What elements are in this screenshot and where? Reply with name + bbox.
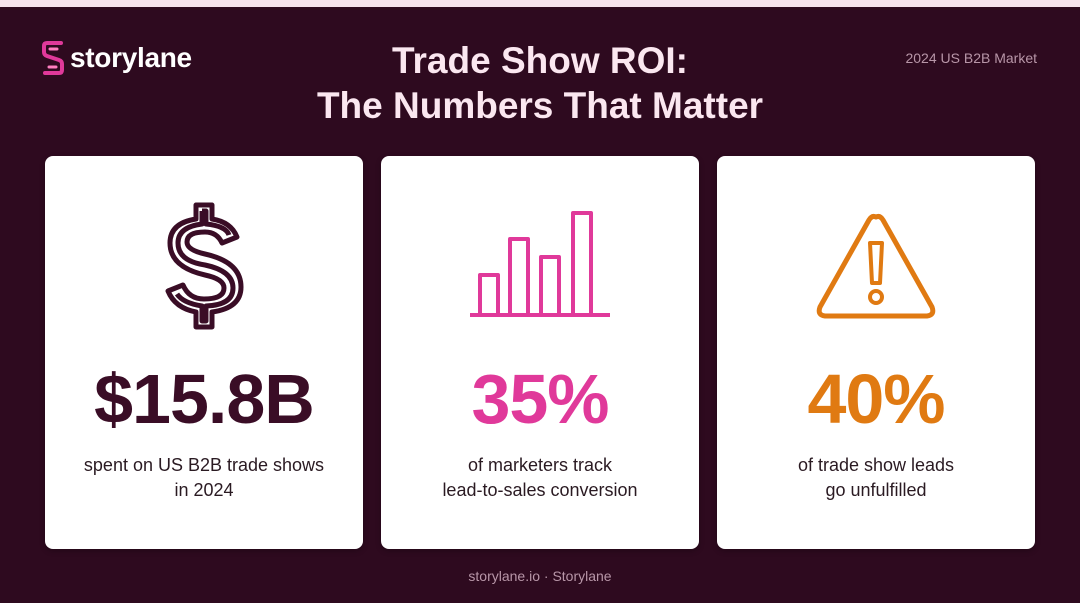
top-strip [0,0,1080,7]
stat-description-line-1: spent on US B2B trade shows [83,455,325,475]
stat-card-spend: $15.8B spent on US B2B trade shows in 20… [45,156,363,549]
market-label: 2024 US B2B Market [905,50,1037,66]
stat-description: of trade show leads go unfulfilled [717,453,1035,503]
stat-value: 35% [471,360,609,438]
brand-name: storylane [70,42,192,73]
stat-value: $15.8B [94,360,315,438]
warning-icon [717,211,1035,321]
stat-card-tracking: 35% of marketers track lead-to-sales con… [381,156,699,549]
title-line-2: The Numbers That Matter [316,85,764,126]
stat-description: of marketers track lead-to-sales convers… [381,453,699,503]
storylane-logo-icon [42,41,64,75]
bar-chart-icon [381,211,699,321]
footer-credit: storylane.io · Storylane [468,568,612,584]
title-line-1: Trade Show ROI: [391,40,689,81]
stat-description-line-2: go unfulfilled [825,480,927,500]
stat-value: 40% [807,360,945,438]
stat-description-line-1: of marketers track [467,455,613,475]
page-title: Trade Show ROI: The Numbers That Matter [0,38,1080,128]
stat-description: spent on US B2B trade shows in 2024 [45,453,363,503]
stat-card-unfulfilled: 40% of trade show leads go unfulfilled [717,156,1035,549]
stat-description-line-1: of trade show leads [797,455,955,475]
brand-logo: storylane [42,40,192,76]
dollar-sign-icon [45,201,363,331]
stat-description-line-2: lead-to-sales conversion [442,480,638,500]
stat-description-line-2: in 2024 [174,480,234,500]
